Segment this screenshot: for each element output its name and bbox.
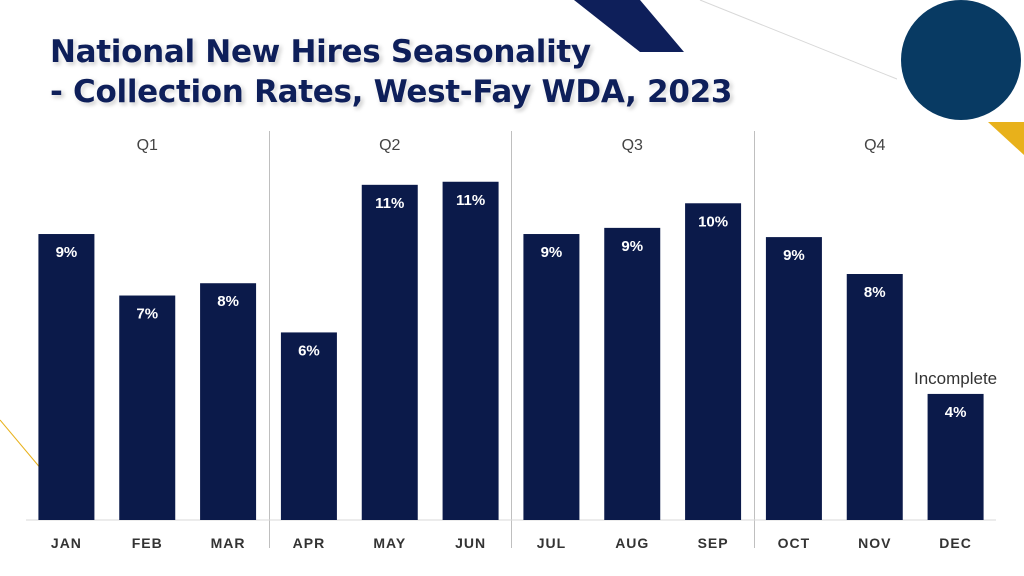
top-stripe-blue [574, 0, 684, 52]
quarter-label: Q1 [137, 137, 158, 154]
data-label: 11% [456, 192, 485, 209]
bar-aug [604, 227, 661, 520]
x-tick-label: APR [293, 535, 326, 551]
decorations [0, 0, 1024, 471]
quarter-labels: Q1 Q2 Q3 Q4 [137, 137, 886, 154]
annotation-group: Incomplete [914, 369, 997, 388]
x-tick-label: MAY [373, 535, 406, 551]
quarter-label: Q2 [379, 137, 400, 154]
data-label: 9% [621, 238, 643, 255]
data-label: 11% [375, 195, 404, 212]
x-tick-label: AUG [615, 535, 649, 551]
x-tick-label: FEB [132, 535, 163, 551]
bar-jun [442, 181, 499, 520]
x-axis-labels: JAN FEB MAR APR MAY JUN JUL AUG SEP OCT NOV DEC [51, 535, 972, 551]
bar-mar [200, 283, 257, 520]
x-tick-label: MAR [211, 535, 246, 551]
data-label: 4% [945, 404, 967, 421]
x-tick-label: JUL [537, 535, 566, 551]
bar-sep [685, 203, 742, 520]
x-tick-label: SEP [698, 535, 729, 551]
data-labels: 9% 7% 8% 6% 11% 11% 9% 9% 10% 9% 8% 4% [56, 192, 967, 421]
slide-title-line-1: National New Hires Seasonality [50, 34, 591, 70]
bar-oct [765, 237, 822, 520]
data-label: 7% [136, 306, 158, 323]
x-tick-label: OCT [778, 535, 811, 551]
bar-dec [927, 393, 984, 520]
gold-diagonal-line [0, 419, 43, 471]
logo-circle [901, 0, 1021, 120]
bar-may [361, 184, 418, 520]
incomplete-annotation: Incomplete [914, 369, 997, 388]
quarter-label: Q3 [622, 137, 643, 154]
quarter-label: Q4 [864, 137, 885, 154]
data-label: 9% [541, 244, 563, 261]
slide-title-line-2: - Collection Rates, West-Fay WDA, 2023 [50, 74, 733, 110]
x-tick-label: DEC [939, 535, 972, 551]
bar-jan [38, 234, 95, 520]
bar-jul [523, 234, 580, 520]
bars [38, 181, 984, 520]
data-label: 8% [864, 284, 886, 301]
quarter-dividers [269, 131, 755, 548]
bar-feb [119, 295, 176, 520]
x-tick-label: JUN [455, 535, 486, 551]
bar-apr [280, 332, 337, 520]
data-label: 9% [56, 244, 78, 261]
gold-accent [988, 122, 1024, 155]
data-label: 10% [698, 213, 728, 230]
x-tick-label: NOV [858, 535, 891, 551]
data-label: 8% [217, 293, 239, 310]
x-tick-label: JAN [51, 535, 82, 551]
bar-nov [846, 274, 903, 520]
data-label: 9% [783, 247, 805, 264]
data-label: 6% [298, 342, 320, 359]
